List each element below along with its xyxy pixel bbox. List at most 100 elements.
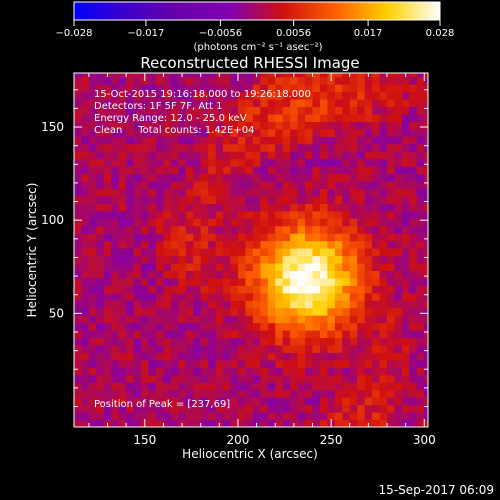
heatmap-cell — [178, 337, 187, 346]
heatmap-cell — [409, 300, 418, 309]
heatmap-cell — [297, 91, 306, 100]
heatmap-cell — [126, 121, 135, 130]
heatmap-cell — [141, 307, 150, 316]
heatmap-cell — [193, 210, 202, 219]
heatmap-cell — [230, 195, 239, 204]
heatmap-cell — [275, 337, 284, 346]
heatmap-cell — [178, 367, 187, 376]
heatmap-cell — [349, 285, 358, 294]
heatmap-cell — [342, 315, 351, 324]
heatmap-cell — [193, 307, 202, 316]
heatmap-cell — [193, 330, 202, 339]
heatmap-cell — [305, 76, 313, 85]
heatmap-cell — [237, 166, 246, 175]
heatmap-cell — [170, 382, 179, 391]
heatmap-cell — [111, 389, 120, 398]
heatmap-cell — [103, 240, 112, 249]
heatmap-cell — [282, 218, 291, 227]
heatmap-cell — [178, 128, 187, 137]
heatmap-cell — [305, 277, 313, 286]
heatmap-cell — [118, 233, 127, 242]
heatmap-cell — [170, 419, 179, 427]
heatmap-cell — [96, 225, 105, 234]
heatmap-cell — [349, 419, 358, 427]
heatmap-cell — [170, 292, 179, 301]
heatmap-cell — [401, 166, 410, 175]
heatmap-cell — [401, 203, 410, 212]
heatmap-cell — [178, 136, 187, 145]
heatmap-cell — [163, 106, 172, 115]
heatmap-cell — [364, 203, 373, 212]
colorbar-ticks: −0.028 −0.017 −0.0056 0.0056 0.017 0.028 — [55, 20, 454, 39]
heatmap-cell — [349, 99, 358, 108]
heatmap-cell — [208, 300, 217, 309]
heatmap-cell — [424, 300, 428, 309]
heatmap-cell — [305, 195, 313, 204]
heatmap-cell — [200, 240, 209, 249]
heatmap-cell — [275, 240, 284, 249]
heatmap-cell — [275, 285, 284, 294]
heatmap-cell — [230, 158, 239, 167]
heatmap-cell — [297, 389, 306, 398]
heatmap-cell — [126, 136, 135, 145]
heatmap-cell — [111, 352, 120, 361]
heatmap-cell — [133, 188, 142, 197]
heatmap-cell — [357, 270, 366, 279]
heatmap-cell — [103, 270, 112, 279]
colorbar-tick-label: 0.017 — [354, 28, 383, 39]
heatmap-cell — [357, 188, 366, 197]
heatmap-cell — [342, 270, 351, 279]
heatmap-cell — [178, 203, 187, 212]
heatmap-cell — [409, 121, 418, 130]
heatmap-cell — [424, 315, 428, 324]
heatmap-cell — [387, 412, 395, 421]
heatmap-cell — [372, 218, 381, 227]
heatmap-cell — [141, 99, 150, 108]
heatmap-cell — [409, 255, 418, 264]
heatmap-cell — [267, 225, 276, 234]
heatmap-cell — [357, 203, 366, 212]
heatmap-cell — [297, 322, 306, 331]
heatmap-cell — [312, 106, 321, 115]
heatmap-cell — [372, 374, 381, 383]
heatmap-cell — [103, 166, 112, 175]
heatmap-cell — [260, 404, 269, 413]
heatmap-cell — [282, 367, 291, 376]
heatmap-cell — [133, 270, 142, 279]
heatmap-cell — [185, 300, 194, 309]
heatmap-cell — [424, 285, 428, 294]
heatmap-cell — [193, 300, 202, 309]
heatmap-cell — [305, 128, 313, 137]
heatmap-cell — [401, 292, 410, 301]
heatmap-cell — [364, 121, 373, 130]
heatmap-cell — [215, 195, 224, 204]
heatmap-cell — [81, 345, 90, 353]
heatmap-cell — [409, 84, 418, 93]
heatmap-cell — [379, 173, 388, 182]
heatmap-cell — [424, 76, 428, 85]
heatmap-cell — [223, 136, 232, 145]
heatmap-cell — [111, 382, 120, 391]
heatmap-cell — [372, 255, 381, 264]
heatmap-cell — [215, 136, 224, 145]
heatmap-cell — [424, 419, 428, 427]
heatmap-cell — [260, 270, 269, 279]
heatmap-cell — [208, 248, 217, 257]
heatmap-cell — [290, 84, 299, 93]
heatmap-cell — [200, 195, 209, 204]
heatmap-cell — [312, 337, 321, 346]
heatmap-cell — [334, 233, 343, 242]
heatmap-cell — [409, 345, 418, 353]
heatmap-cell — [111, 270, 120, 279]
heatmap-cell — [223, 151, 232, 160]
heatmap-cell — [424, 322, 428, 331]
heatmap-cell — [118, 419, 127, 427]
heatmap-cell — [88, 248, 97, 257]
heatmap-cell — [409, 143, 418, 152]
heatmap-cell — [342, 225, 351, 234]
heatmap-cell — [342, 218, 351, 227]
heatmap-cell — [185, 255, 194, 264]
heatmap-cell — [208, 225, 217, 234]
heatmap-cell — [282, 374, 291, 383]
